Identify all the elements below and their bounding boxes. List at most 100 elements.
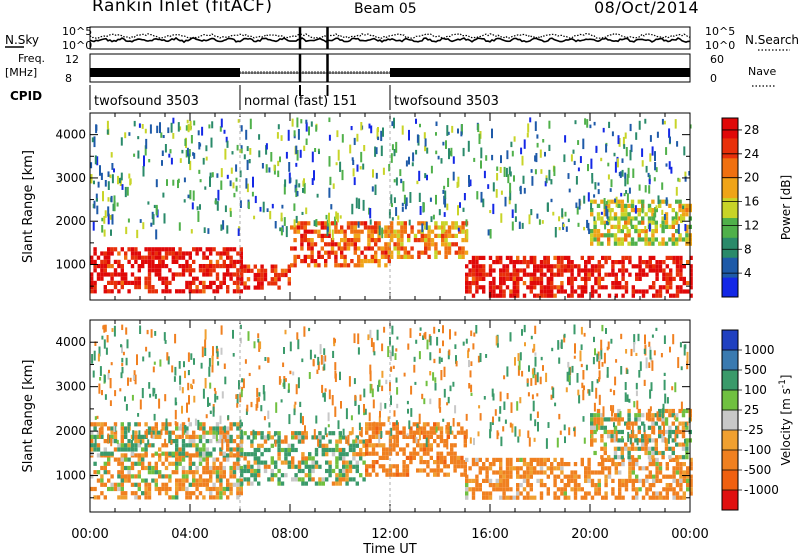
power-cell-f5: [570, 289, 574, 294]
velocity-scatter-cell: [526, 378, 529, 384]
velocity-scatter-cell: [164, 340, 167, 344]
velocity-scatter-cell: [667, 434, 670, 444]
power-scatter-cell: [426, 147, 429, 154]
velocity-cell-f4: [689, 474, 693, 479]
velocity-cell-f4: [682, 491, 686, 496]
power-cell-f6: [644, 237, 648, 242]
velocity-cell-f2: [280, 473, 285, 478]
velocity-cell-f2: [308, 464, 312, 469]
velocity-cell-f2: [301, 431, 305, 436]
velocity-cell-f2: [335, 447, 339, 453]
power-scatter-cell: [623, 144, 626, 149]
velocity-scatter-cell: [598, 355, 601, 361]
power-cell-f5: [597, 260, 601, 265]
power-scatter-cell: [618, 172, 621, 177]
power-cell-f5: [672, 276, 676, 281]
velocity-cell-f0: [181, 478, 186, 483]
velocity-cell-f4: [536, 470, 540, 475]
velocity-scatter-cell: [606, 367, 609, 378]
power-cell-f5: [567, 268, 571, 273]
power-scatter-cell: [229, 211, 232, 217]
velocity-scatter-cell: [531, 368, 534, 375]
velocity-scatter-cell: [559, 430, 562, 435]
power-cell-f2: [327, 254, 331, 259]
velocity-scatter-cell: [241, 378, 244, 383]
power-scatter-cell: [124, 186, 127, 198]
velocity-cell-f3: [436, 468, 440, 473]
velocity-scatter-cell: [511, 423, 514, 433]
power-cell-f0: [124, 255, 128, 260]
velocity-scatter-cell: [650, 357, 653, 362]
velocity-cell-f0: [134, 495, 138, 500]
velocity-scatter-cell: [554, 402, 557, 407]
velocity-cell-f2: [304, 456, 308, 461]
power-cell-f4: [461, 225, 465, 230]
velocity-cell-f4: [618, 483, 622, 488]
power-cell-f5: [652, 293, 656, 298]
velocity-cell-f5: [613, 417, 618, 422]
power-cell-f2: [300, 246, 304, 251]
velocity-scatter-cell: [174, 409, 177, 420]
velocity-scatter-cell: [146, 329, 149, 335]
power-cell-f0: [175, 259, 179, 264]
power-scatter-cell: [478, 133, 481, 145]
velocity-scatter-cell: [620, 366, 623, 375]
power-cell-f0: [107, 247, 111, 252]
velocity-cell-f2: [270, 468, 274, 474]
power-scatter-cell: [104, 180, 107, 187]
velocity-cell-f2: [352, 447, 356, 453]
power-cell-f4: [464, 238, 469, 243]
velocity-cell-f4: [560, 470, 564, 475]
power-cell-f6: [627, 216, 631, 221]
power-cell-f6: [620, 241, 624, 246]
power-scatter-cell: [360, 151, 363, 163]
velocity-cell-f3: [371, 447, 376, 452]
velocity-cell-f3: [378, 422, 382, 427]
power-cell-f3: [374, 229, 378, 234]
power-cell-f5: [516, 255, 520, 260]
power-cell-f1: [270, 268, 274, 273]
power-cell-f0: [198, 268, 203, 273]
power-cell-f5: [499, 289, 503, 294]
power-scatter-cell: [628, 187, 631, 194]
velocity-cell-f1: [164, 451, 169, 456]
power-scatter-cell: [314, 148, 317, 153]
power-scatter-cell: [253, 215, 256, 220]
power-scatter-cell: [148, 159, 151, 163]
power-scatter-cell: [629, 149, 632, 161]
velocity-cell-f0: [219, 461, 223, 466]
power-cell-f0: [215, 285, 220, 290]
velocity-cell-f2: [291, 477, 295, 482]
velocity-cell-f2: [297, 439, 302, 444]
velocity-cell-f5: [627, 455, 631, 460]
velocity-scatter-cell: [649, 406, 652, 412]
velocity-scatter-cell: [262, 385, 265, 395]
velocity-cell-f4: [505, 474, 510, 479]
power-cell-f5: [560, 260, 564, 265]
power-cell-f5: [665, 276, 669, 281]
velocity-scatter-cell: [497, 432, 500, 436]
power-scatter-cell: [600, 157, 603, 162]
velocity-scatter-cell: [390, 427, 393, 436]
velocity-scatter-cell: [395, 420, 398, 425]
power-cell-f5: [516, 272, 520, 277]
power-cell-f4: [451, 221, 455, 226]
power-scatter-cell: [527, 123, 530, 133]
velocity-cell-f0: [205, 478, 209, 483]
power-scatter-cell: [554, 227, 557, 238]
velocity-cell-f0: [232, 461, 237, 466]
power-scatter-cell: [233, 192, 236, 198]
velocity-cell-f4: [468, 487, 472, 492]
velocity-scatter-cell: [452, 418, 455, 427]
velocity-scatter-cell: [116, 439, 119, 444]
velocity-cell-f3: [433, 460, 437, 465]
velocity-scatter-cell: [442, 325, 444, 334]
velocity-cell-f0: [144, 495, 148, 500]
velocity-scatter-cell: [603, 352, 606, 364]
power-cell-f0: [232, 272, 237, 277]
velocity-scatter-cell: [454, 331, 457, 336]
power-cell-f0: [209, 285, 213, 290]
velocity-scatter-cell: [322, 355, 325, 365]
velocity-cell-f4: [658, 462, 663, 467]
velocity-scatter-cell: [389, 336, 391, 346]
